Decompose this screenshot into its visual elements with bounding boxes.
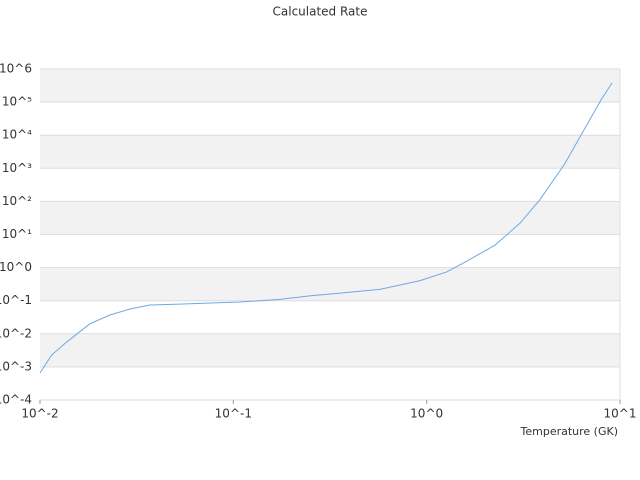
y-tick-label: 10^-1: [0, 293, 32, 307]
y-tick-label: 10^⁴: [2, 128, 32, 142]
grid-band: [40, 69, 620, 103]
x-tick-label: 10^-2: [21, 407, 58, 421]
y-tick-label: 10^-4: [0, 393, 32, 407]
y-tick-label: 10^⁵: [2, 95, 32, 109]
grid-band: [40, 135, 620, 169]
grid-band: [40, 201, 620, 235]
grid-band: [40, 333, 620, 367]
grid-band: [40, 267, 620, 301]
y-tick-label: 10^0: [0, 260, 32, 274]
y-tick-label: 10^-2: [0, 326, 32, 340]
y-tick-label: 10^³: [2, 161, 32, 175]
x-tick-label: 10^0: [410, 407, 443, 421]
x-axis-label: Temperature (GK): [520, 425, 619, 438]
y-tick-label: 10^6: [0, 62, 32, 76]
x-tick-label: 10^-1: [215, 407, 252, 421]
data-line: [39, 82, 613, 374]
plot-background: [40, 69, 620, 367]
y-tick-label: 10^²: [2, 194, 32, 208]
x-tick-label: 10^1: [604, 407, 637, 421]
y-tick-label: 10^¹: [2, 227, 32, 241]
chart-title: Calculated Rate: [273, 5, 368, 19]
y-tick-label: 10^-3: [0, 359, 32, 373]
